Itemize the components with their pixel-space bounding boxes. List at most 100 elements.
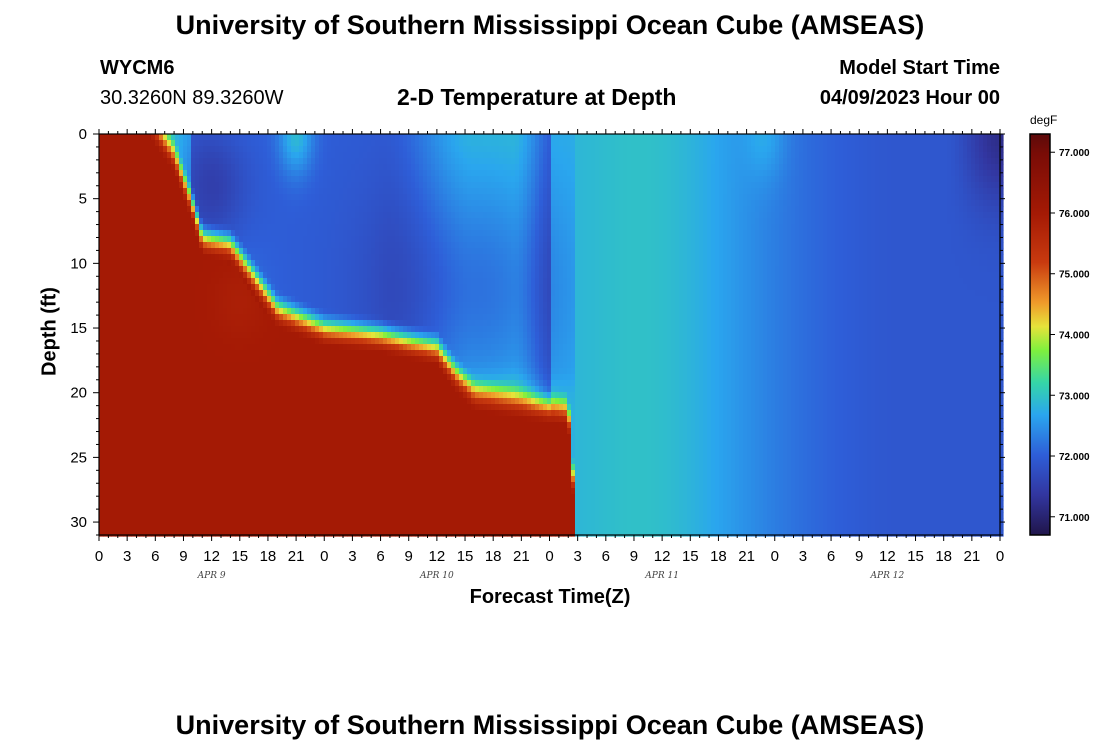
heatmap-cell [227, 212, 232, 219]
heatmap-cell [387, 380, 392, 387]
heatmap-cell [199, 266, 204, 273]
heatmap-cell [179, 452, 184, 459]
heatmap-cell [371, 218, 376, 225]
heatmap-cell [395, 296, 400, 303]
heatmap-cell [207, 308, 212, 315]
heatmap-cell [103, 410, 108, 417]
heatmap-cell [103, 134, 108, 141]
heatmap-cell [151, 380, 156, 387]
heatmap-cell [163, 332, 168, 339]
heatmap-cell [159, 284, 164, 291]
heatmap-cell [371, 212, 376, 219]
heatmap-cell [195, 176, 200, 183]
heatmap-cell [239, 230, 244, 237]
heatmap-cell [363, 338, 368, 345]
heatmap-cell [263, 308, 268, 315]
heatmap-cell [359, 446, 364, 453]
heatmap-cell [315, 176, 320, 183]
heatmap-cell [203, 410, 208, 417]
heatmap-cell [175, 236, 180, 243]
heatmap-cell [207, 452, 212, 459]
heatmap-cell [251, 152, 256, 159]
heatmap-cell [363, 518, 368, 525]
heatmap-cell [303, 482, 308, 489]
heatmap-cell [107, 518, 112, 525]
heatmap-cell [115, 392, 120, 399]
heatmap-cell [215, 416, 220, 423]
heatmap-cell [171, 338, 176, 345]
heatmap-cell [351, 284, 356, 291]
heatmap-cell [363, 350, 368, 357]
heatmap-cell [347, 254, 352, 261]
heatmap-cell [179, 152, 184, 159]
heatmap-cell [99, 392, 104, 399]
heatmap-cell [351, 452, 356, 459]
heatmap-cell [383, 284, 388, 291]
heatmap-cell [171, 494, 176, 501]
heatmap-cell [223, 200, 228, 207]
heatmap-cell [231, 398, 236, 405]
heatmap-cell [231, 176, 236, 183]
heatmap-cell [263, 392, 268, 399]
heatmap-cell [263, 530, 268, 537]
heatmap-cell [143, 494, 148, 501]
heatmap-cell [279, 302, 284, 309]
heatmap-cell [299, 260, 304, 267]
heatmap-cell [159, 308, 164, 315]
heatmap-cell [299, 362, 304, 369]
heatmap-cell [135, 164, 140, 171]
heatmap-cell [115, 410, 120, 417]
heatmap-cell [287, 512, 292, 519]
heatmap-cell [187, 272, 192, 279]
heatmap-cell [267, 176, 272, 183]
heatmap-cell [355, 482, 360, 489]
heatmap-cell [223, 308, 228, 315]
heatmap-cell [271, 332, 276, 339]
heatmap-cell [379, 494, 384, 501]
heatmap-cell [115, 470, 120, 477]
heatmap-cell [279, 182, 284, 189]
heatmap-cell [183, 422, 188, 429]
heatmap-cell [319, 398, 324, 405]
heatmap-cell [299, 206, 304, 213]
heatmap-cell [227, 470, 232, 477]
heatmap-cell [143, 248, 148, 255]
heatmap-cell [183, 530, 188, 537]
heatmap-cell [139, 440, 144, 447]
heatmap-cell [151, 236, 156, 243]
heatmap-cell [239, 482, 244, 489]
heatmap-cell [163, 344, 168, 351]
heatmap-cell [187, 524, 192, 531]
heatmap-cell [135, 530, 140, 537]
heatmap-cell [219, 320, 224, 327]
heatmap-cell [227, 188, 232, 195]
heatmap-cell [139, 290, 144, 297]
heatmap-cell [343, 344, 348, 351]
heatmap-cell [271, 494, 276, 501]
heatmap-cell [235, 332, 240, 339]
heatmap-cell [367, 146, 372, 153]
heatmap-cell [279, 374, 284, 381]
heatmap-cell [379, 410, 384, 417]
heatmap-cell [259, 206, 264, 213]
heatmap-cell [379, 344, 384, 351]
heatmap-cell [199, 452, 204, 459]
heatmap-cell [311, 422, 316, 429]
heatmap-cell [239, 380, 244, 387]
heatmap-cell [303, 518, 308, 525]
heatmap-cell [183, 452, 188, 459]
heatmap-cell [239, 242, 244, 249]
heatmap-cell [127, 440, 132, 447]
heatmap-cell [223, 242, 228, 249]
heatmap-cell [219, 152, 224, 159]
heatmap-cell [263, 164, 268, 171]
heatmap-cell [367, 260, 372, 267]
heatmap-cell [163, 416, 168, 423]
heatmap-cell [179, 182, 184, 189]
heatmap-cell [267, 422, 272, 429]
heatmap-cell [215, 410, 220, 417]
heatmap-cell [263, 182, 268, 189]
heatmap-cell [271, 308, 276, 315]
heatmap-cell [283, 188, 288, 195]
heatmap-cell [359, 212, 364, 219]
